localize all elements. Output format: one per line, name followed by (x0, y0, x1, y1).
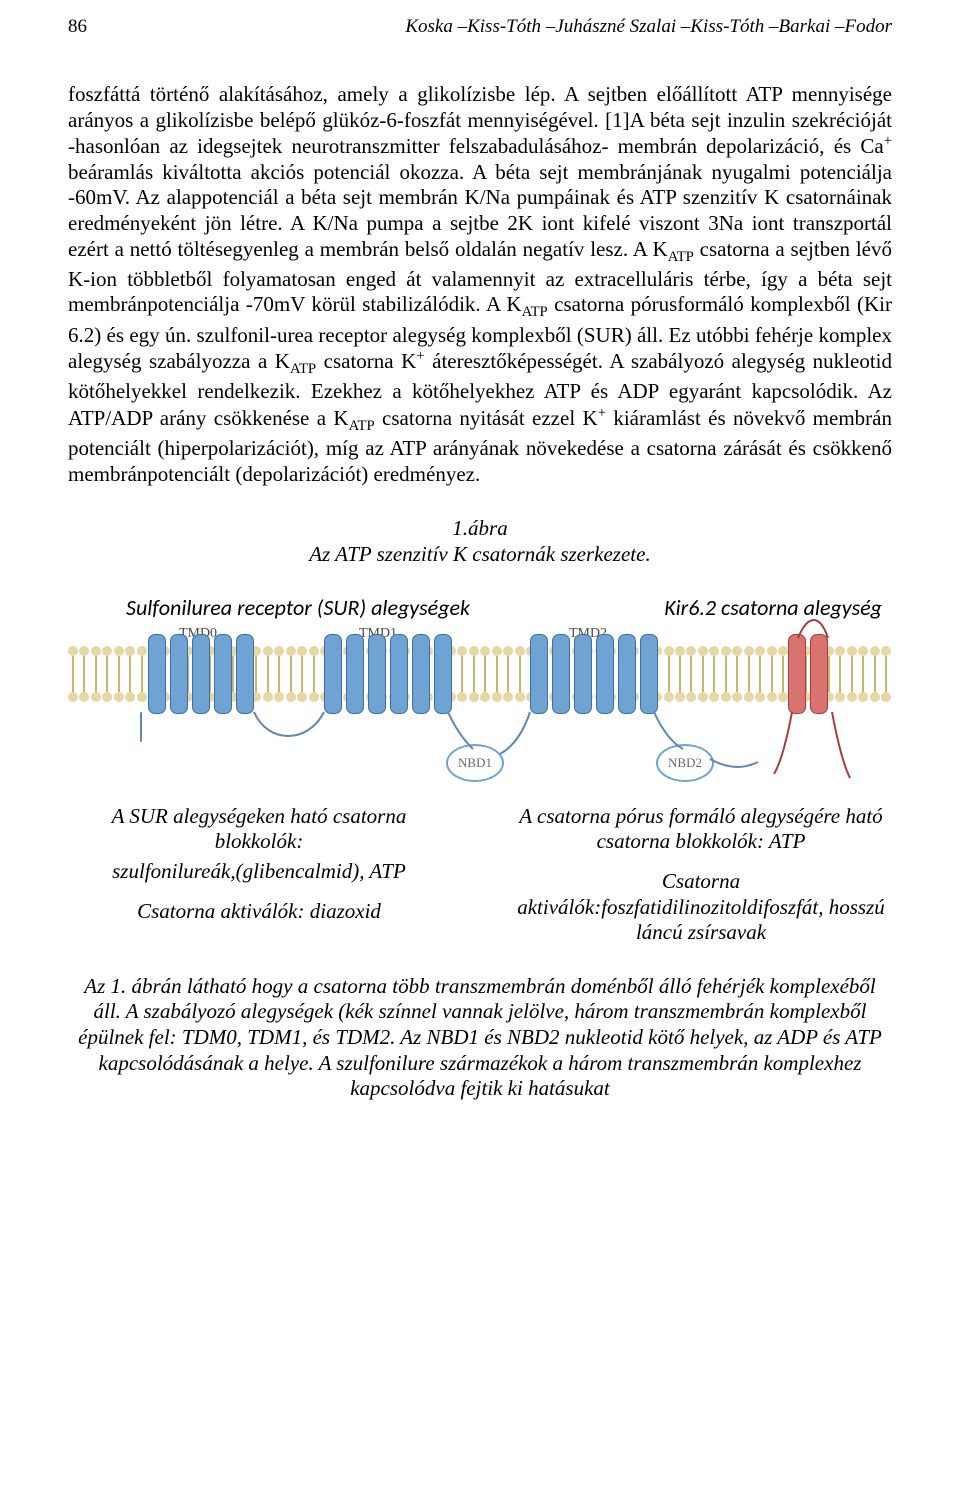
figure-subtitle: Az ATP szenzitív K csatornák szerkezete. (309, 542, 650, 566)
figure-label: 1.ábra (452, 516, 507, 540)
annotation-right: A csatorna pórus formáló alegységére hat… (510, 804, 892, 950)
nbd1-label: NBD1 (458, 755, 492, 771)
diagram-label-sur: Sulfonilurea receptor (SUR) alegységek (126, 594, 470, 621)
tmd0-group (148, 634, 254, 714)
membrane-diagram: Sulfonilurea receptor (SUR) alegységek K… (68, 594, 892, 794)
nbd2-label: NBD2 (668, 755, 702, 771)
tmd2-group (530, 634, 658, 714)
annotation-left: A SUR alegységeken ható csatorna blokkol… (68, 804, 450, 950)
nbd2-oval: NBD2 (656, 744, 714, 782)
diagram-label-kir: Kir6.2 csatorna alegység (664, 594, 882, 621)
diagram-annotations: A SUR alegységeken ható csatorna blokkol… (68, 804, 892, 950)
figure-caption: Az 1. ábrán látható hogy a csatorna több… (68, 974, 892, 1102)
running-header: 86 Koska –Kiss-Tóth –Juhászné Szalai –Ki… (68, 16, 892, 38)
page-number: 86 (68, 16, 87, 38)
kir-group (788, 634, 828, 714)
n-terminus-line (140, 712, 142, 742)
nbd1-oval: NBD1 (446, 744, 504, 782)
tmd1-group (324, 634, 452, 714)
body-paragraph: foszfáttá történő alakításához, amely a … (68, 82, 892, 487)
annot-right-2: Csatorna aktiválók:foszfatidilinozitoldi… (510, 869, 892, 946)
annot-left-1: A SUR alegységeken ható csatorna blokkol… (68, 804, 450, 855)
annot-right-1: A csatorna pórus formáló alegységére hat… (510, 804, 892, 855)
figure-title: 1.ábra Az ATP szenzitív K csatornák szer… (68, 515, 892, 568)
header-authors: Koska –Kiss-Tóth –Juhászné Szalai –Kiss-… (405, 16, 892, 38)
annot-left-2: szulfonilureák,(glibencalmid), ATP (68, 859, 450, 885)
annot-left-3: Csatorna aktiválók: diazoxid (68, 899, 450, 925)
